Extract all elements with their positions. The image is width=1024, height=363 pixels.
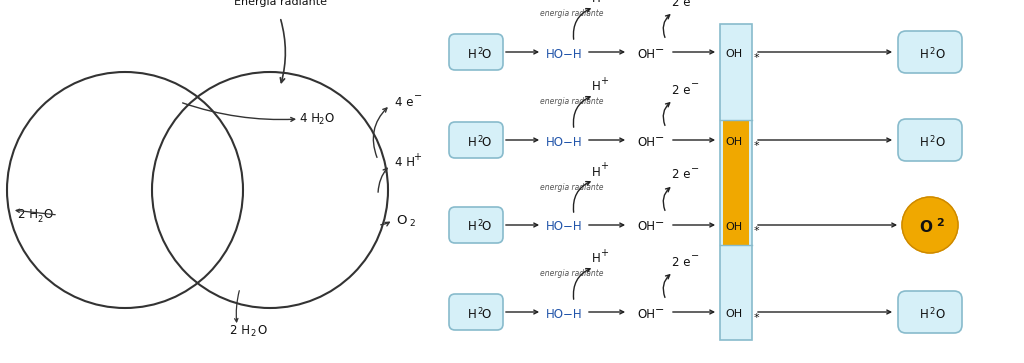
Text: +: + (600, 161, 608, 171)
Text: H: H (920, 307, 929, 321)
FancyBboxPatch shape (449, 207, 503, 243)
FancyBboxPatch shape (898, 119, 962, 161)
Text: H: H (592, 81, 600, 94)
Text: 2: 2 (409, 220, 415, 228)
Text: O: O (481, 220, 490, 233)
Circle shape (902, 197, 958, 253)
FancyBboxPatch shape (898, 291, 962, 333)
Text: 2: 2 (37, 215, 42, 224)
Text: energia radiante: energia radiante (541, 9, 604, 19)
Text: O: O (935, 307, 944, 321)
Text: OH: OH (637, 220, 655, 233)
FancyBboxPatch shape (720, 24, 752, 340)
Text: OH: OH (637, 135, 655, 148)
Text: OH: OH (637, 307, 655, 321)
Text: OH: OH (725, 309, 742, 319)
Text: OH: OH (725, 49, 742, 59)
FancyBboxPatch shape (449, 122, 503, 158)
Text: H: H (592, 253, 600, 265)
FancyBboxPatch shape (723, 120, 749, 245)
Text: 2: 2 (477, 306, 482, 315)
Text: 2: 2 (930, 135, 935, 143)
Text: HO−H: HO−H (546, 135, 583, 148)
Text: 4 e: 4 e (395, 95, 414, 109)
Text: −: − (655, 305, 665, 315)
Text: H: H (468, 307, 476, 321)
Text: 2: 2 (930, 46, 935, 56)
Text: +: + (413, 152, 421, 162)
Text: O: O (396, 213, 407, 227)
Text: 2: 2 (250, 330, 255, 339)
Text: H: H (468, 48, 476, 61)
Text: energia radiante: energia radiante (541, 98, 604, 106)
Text: H: H (468, 135, 476, 148)
Text: −: − (691, 0, 699, 1)
Text: OH: OH (725, 137, 742, 147)
Text: *: * (754, 141, 760, 151)
Text: 2 e: 2 e (672, 168, 690, 182)
Text: 2 e: 2 e (672, 0, 690, 8)
Text: −: − (655, 133, 665, 143)
Text: −: − (691, 164, 699, 174)
Text: O: O (43, 208, 52, 221)
Text: 2: 2 (930, 306, 935, 315)
FancyBboxPatch shape (898, 31, 962, 73)
Text: O: O (935, 135, 944, 148)
Text: H: H (592, 166, 600, 179)
Text: OH: OH (637, 48, 655, 61)
Text: −: − (691, 79, 699, 89)
Text: HO−H: HO−H (546, 307, 583, 321)
Text: O: O (324, 111, 333, 125)
Text: H: H (468, 220, 476, 233)
Text: energia radiante: energia radiante (541, 269, 604, 278)
Text: 2: 2 (477, 135, 482, 143)
Text: HO−H: HO−H (546, 220, 583, 233)
Text: *: * (754, 226, 760, 236)
Text: +: + (600, 248, 608, 258)
Text: +: + (600, 76, 608, 86)
Text: H: H (592, 0, 600, 5)
Text: O: O (481, 48, 490, 61)
Text: O: O (481, 135, 490, 148)
Text: −: − (655, 45, 665, 55)
Text: *: * (754, 313, 760, 323)
Text: 2 H: 2 H (18, 208, 38, 221)
Text: 2: 2 (477, 46, 482, 56)
Text: Energia radiante: Energia radiante (233, 0, 327, 7)
Text: 4 H: 4 H (300, 111, 319, 125)
Text: energia radiante: energia radiante (541, 183, 604, 192)
Text: 2: 2 (318, 117, 324, 126)
Text: HO−H: HO−H (546, 48, 583, 61)
Text: O: O (481, 307, 490, 321)
Text: −: − (414, 91, 422, 101)
Text: H: H (920, 135, 929, 148)
Text: 2 H: 2 H (230, 323, 250, 337)
Text: O: O (257, 323, 266, 337)
FancyBboxPatch shape (449, 294, 503, 330)
Text: −: − (691, 251, 699, 261)
Text: OH: OH (725, 222, 742, 232)
Text: 4 H: 4 H (395, 156, 415, 170)
Text: −: − (655, 218, 665, 228)
Text: 2 e: 2 e (672, 83, 690, 97)
FancyBboxPatch shape (449, 34, 503, 70)
Text: O: O (920, 220, 933, 234)
Text: 2 e: 2 e (672, 256, 690, 269)
Text: *: * (754, 53, 760, 63)
Text: H: H (920, 48, 929, 61)
Text: O: O (935, 48, 944, 61)
Text: 2: 2 (936, 218, 944, 228)
Text: 2: 2 (477, 220, 482, 228)
